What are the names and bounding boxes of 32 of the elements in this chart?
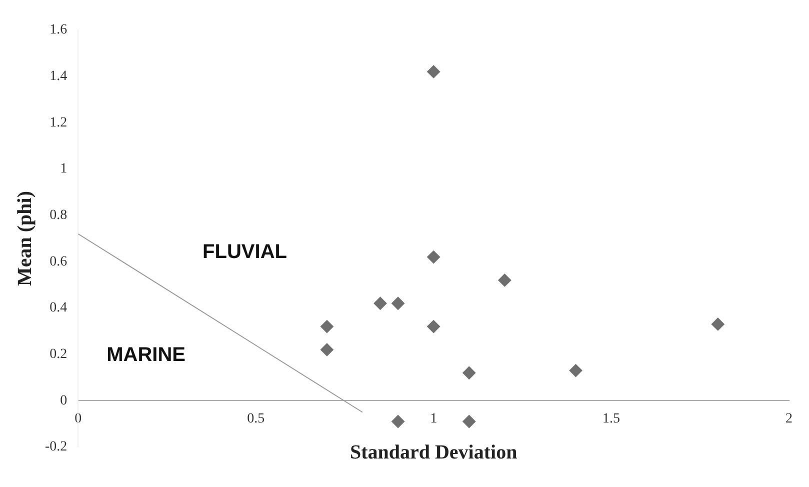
point (392, 415, 405, 428)
x-tick-label: 2 (786, 412, 792, 427)
point (320, 320, 334, 334)
x-tick-label: 1 (430, 412, 438, 427)
point (569, 364, 582, 378)
y-tick-label: 0.8 (50, 208, 68, 224)
y-tick-label: 0 (60, 393, 68, 408)
y-tick-label: 0.2 (50, 347, 68, 362)
y-tick-label: 0.6 (50, 254, 68, 270)
x-tick-label: 0.5 (247, 412, 265, 427)
y-tick-label: -0.2 (44, 440, 68, 455)
point (462, 415, 476, 428)
x-tick-label: 1.5 (602, 412, 620, 427)
x-axis-title: Standard Deviation (350, 442, 518, 464)
point (498, 274, 512, 287)
annotation: FLUVIAL (202, 241, 287, 264)
point (711, 318, 724, 331)
y-tick-label: 1.4 (50, 69, 68, 84)
point (374, 296, 387, 310)
x-tick-label: 0 (74, 412, 82, 427)
y-tick-label: 0.4 (50, 300, 68, 316)
y-tick-label: 1.2 (50, 115, 68, 130)
y-tick-label: 1 (60, 162, 68, 177)
point (427, 250, 440, 264)
y-axis-title: Mean (phi) (14, 191, 36, 286)
point (462, 366, 476, 380)
point (392, 296, 405, 310)
point (427, 65, 440, 78)
point (427, 320, 440, 334)
y-tick-label: 1.6 (50, 22, 68, 38)
point (320, 343, 334, 356)
annotation: MARINE (106, 344, 186, 366)
